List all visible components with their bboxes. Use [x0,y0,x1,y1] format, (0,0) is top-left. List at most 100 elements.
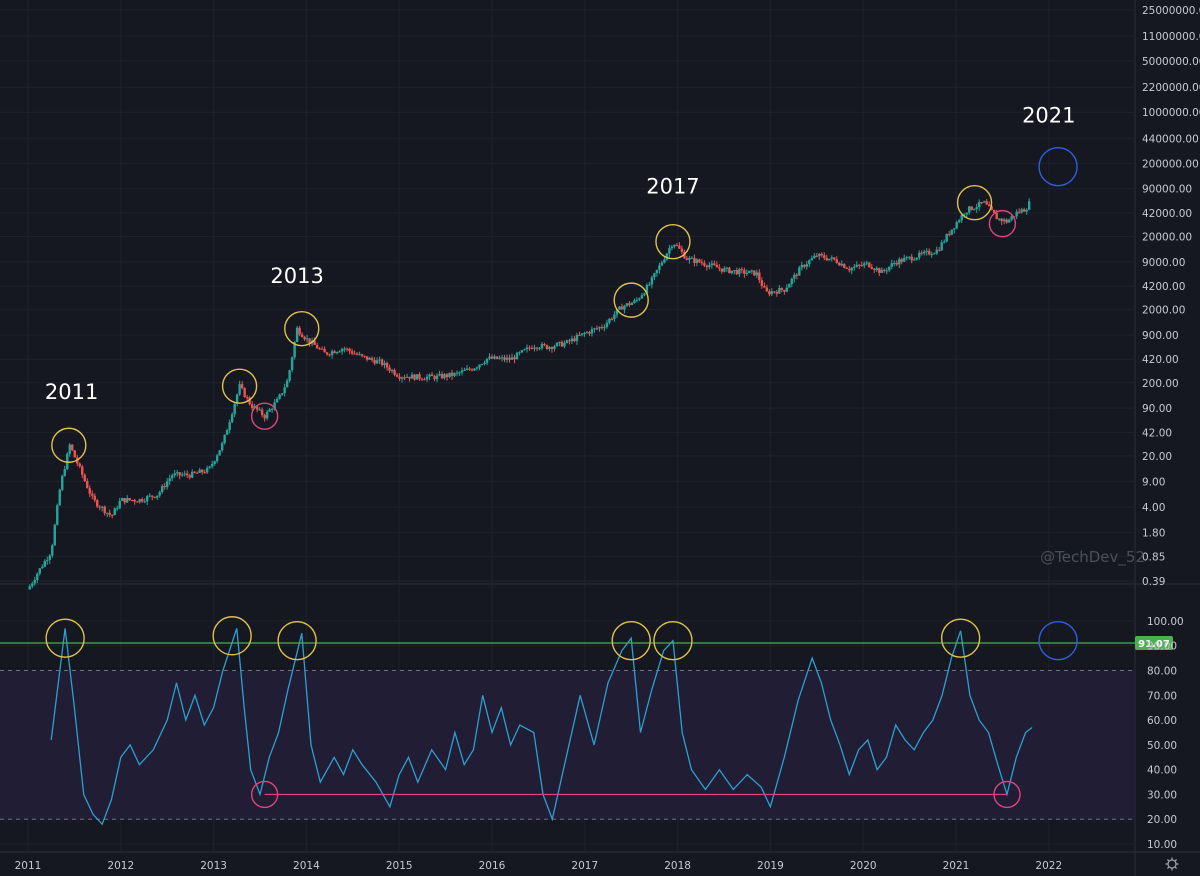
candle-body [987,204,991,207]
candle-body [88,488,91,494]
candle-body [675,244,679,246]
candle-body [388,367,391,371]
candle-body [36,573,39,580]
time-tick-label: 2013 [200,860,227,872]
candle-body [655,269,659,274]
candle-body [585,332,589,334]
candle-body [303,337,306,340]
price-tick-label: 2200000.00 [1142,82,1200,94]
candle-body [505,357,509,360]
rsi-tick-label: 80.00 [1147,665,1177,677]
price-tick-label: 4.00 [1142,502,1165,514]
candle-body [525,347,529,350]
candle-body [485,358,489,363]
candle-body [148,495,151,497]
gear-icon[interactable] [1165,857,1179,871]
candle-body [550,347,554,349]
price-tick-label: 1000000.00 [1142,107,1200,119]
candle-body [343,348,346,350]
candle-body [740,269,744,271]
price-tick-label: 5000000.00 [1142,56,1200,68]
candle-body [258,409,261,411]
candle-body [415,374,419,380]
candle-body [750,270,754,272]
price-candles [28,198,1031,590]
candle-body [925,250,928,252]
candle-body [803,265,806,267]
candle-body [448,372,451,377]
candle-body [783,289,786,292]
candle-body [185,473,189,476]
candle-body [718,267,721,269]
candle-body [590,329,594,334]
candle-body [620,306,624,310]
candle-body [438,373,441,376]
candle-body [213,461,216,464]
price-tick-label: 25000000.00 [1142,5,1200,17]
candle-body [380,359,384,366]
candle-body [965,212,968,215]
rsi-tick-label: 20.00 [1147,814,1177,826]
candle-body [978,202,981,208]
candle-body [58,489,61,506]
candle-body [875,268,878,270]
candle-body [1022,209,1026,212]
candle-body [300,334,304,338]
price-top-circle [655,223,691,260]
candle-body [880,269,883,273]
candle-body [588,332,591,334]
candle-body [275,398,279,403]
candle-body [395,374,399,377]
time-tick-label: 2012 [107,860,134,872]
candle-body [673,244,676,247]
candle-body [635,299,639,301]
candle-body [365,356,369,360]
candle-body [353,353,356,355]
candle-body [56,505,59,525]
time-tick-label: 2018 [664,860,691,872]
candle-body [460,370,464,373]
candle-body [313,340,316,345]
candle-body [400,377,404,379]
candle-body [888,266,891,271]
candle-body [175,472,179,474]
candle-body [940,242,943,251]
candle-body [843,263,846,268]
candle-body [163,486,166,488]
candle-body [768,291,771,295]
cycle-markers: 2011 2013 2017 2021 [45,104,1078,809]
candle-body [733,270,736,272]
candle-body [970,206,973,210]
candle-body [278,394,281,399]
candle-body [146,496,149,502]
rsi-band-fill [0,670,1135,820]
rsi-tick-label: 30.00 [1147,789,1177,801]
rsi-tick-label: 90.00 [1147,641,1177,653]
candle-body [955,222,958,229]
candle-body [540,344,544,349]
candle-body [121,498,124,501]
price-tick-label: 200000.00 [1142,158,1199,170]
candle-body [743,269,746,274]
time-tick-label: 2022 [1035,860,1062,872]
rsi-tick-label: 60.00 [1147,715,1177,727]
candle-body [355,353,359,355]
candle-body [943,241,946,243]
candle-body [815,255,818,257]
candle-body [555,342,559,347]
candle-body [96,500,99,507]
rsi-top-circle [653,621,693,661]
candle-body [533,347,536,349]
candle-body [825,258,828,261]
candle-body [430,374,434,377]
rsi-indicator: 91.07 [0,628,1173,826]
candle-body [813,255,816,259]
candle-body [318,348,321,350]
candle-body [578,335,581,337]
candle-body [390,370,394,372]
candle-body [285,380,289,388]
rsi-tick-label: 70.00 [1147,690,1177,702]
candle-body [86,480,89,489]
candle-body [1025,209,1028,212]
